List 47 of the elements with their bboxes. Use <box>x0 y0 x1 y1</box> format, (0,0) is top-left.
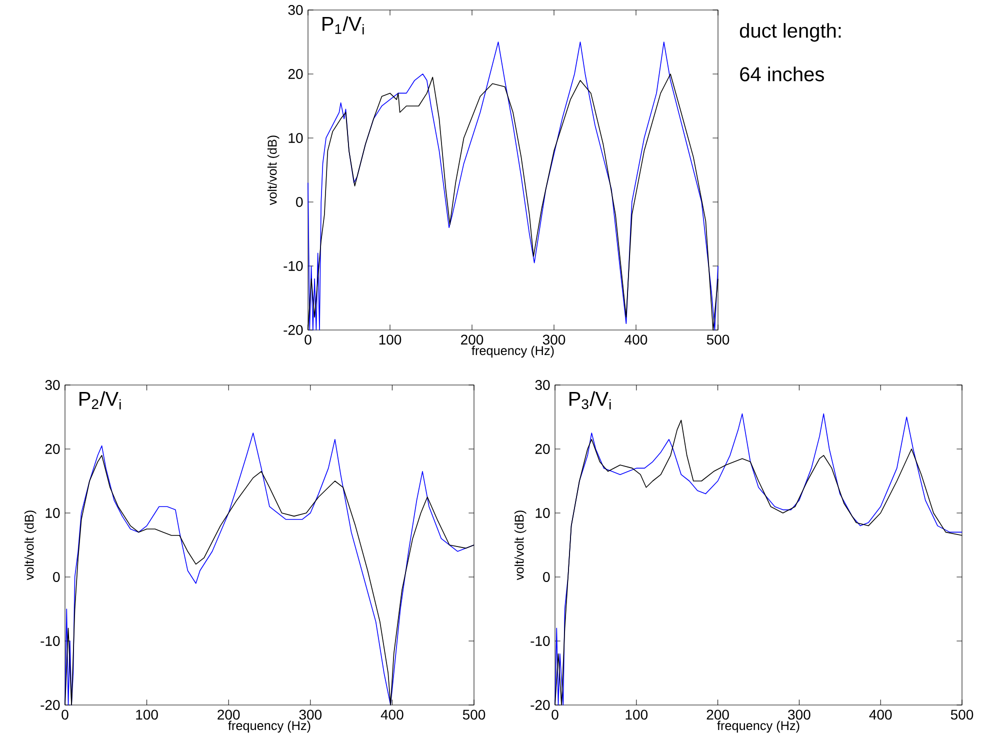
y-tick-label: 20 <box>535 444 550 454</box>
x-tick-label: 200 <box>706 710 729 720</box>
text: 64 inches <box>740 66 824 82</box>
x-tick-label: 500 <box>462 710 486 720</box>
x-tick-label: 400 <box>380 710 404 720</box>
x-tick-label: 200 <box>218 710 240 720</box>
x-tick-label: 300 <box>299 710 322 720</box>
y-tick-label: -10 <box>40 636 60 646</box>
x-tick-label: 300 <box>788 710 810 720</box>
x-tick-label: 400 <box>624 334 648 345</box>
x-axis-title: frequency (Hz) <box>472 346 554 358</box>
x-axis-title: frequency (Hz) <box>228 720 310 733</box>
y-axis-title: volt/volt (dB) <box>267 136 280 206</box>
x-tick-label: 100 <box>379 334 402 345</box>
x-tick-label: 200 <box>461 334 484 345</box>
y-tick-label: -20 <box>40 700 60 710</box>
x-tick-label: 300 <box>542 334 566 345</box>
y-tick-label: -20 <box>530 700 550 710</box>
y-tick-label: -10 <box>530 636 550 646</box>
chart-title: P$_{3}$/V$_{i}$ <box>569 391 611 410</box>
y-tick-label: 0 <box>543 572 550 582</box>
y-axis-title: volt/volt (dB) <box>514 510 526 580</box>
y-tick-label: 20 <box>45 444 60 454</box>
text: duct length: <box>740 23 841 42</box>
x-tick-label: 0 <box>552 710 558 720</box>
y-tick-label: 30 <box>535 380 550 390</box>
y-tick-label: 20 <box>288 69 303 79</box>
y-tick-label: 10 <box>536 508 550 518</box>
x-tick-label: 0 <box>304 334 312 345</box>
y-tick-label: 30 <box>45 380 60 390</box>
y-tick-label: 10 <box>46 508 60 518</box>
x-tick-label: 500 <box>706 334 730 345</box>
x-tick-label: 500 <box>950 710 974 720</box>
x-axis-title: frequency (Hz) <box>717 720 800 733</box>
chart-title: P$_{2}$/V$_{i}$ <box>80 391 121 410</box>
y-tick-label: 0 <box>296 197 303 207</box>
chart-title: P$_{1}$/V$_{i}$ <box>322 16 364 34</box>
y-axis-title: volt/volt (dB) <box>24 510 36 580</box>
x-tick-label: 400 <box>869 710 892 720</box>
y-tick-label: 30 <box>288 5 303 15</box>
y-tick-label: 0 <box>53 572 60 582</box>
y-tick-label: -10 <box>284 261 303 271</box>
x-tick-label: 100 <box>136 710 158 720</box>
x-tick-label: 100 <box>626 710 648 720</box>
y-tick-label: 10 <box>288 133 303 143</box>
x-tick-label: 0 <box>62 710 68 720</box>
y-tick-label: -20 <box>284 325 303 335</box>
